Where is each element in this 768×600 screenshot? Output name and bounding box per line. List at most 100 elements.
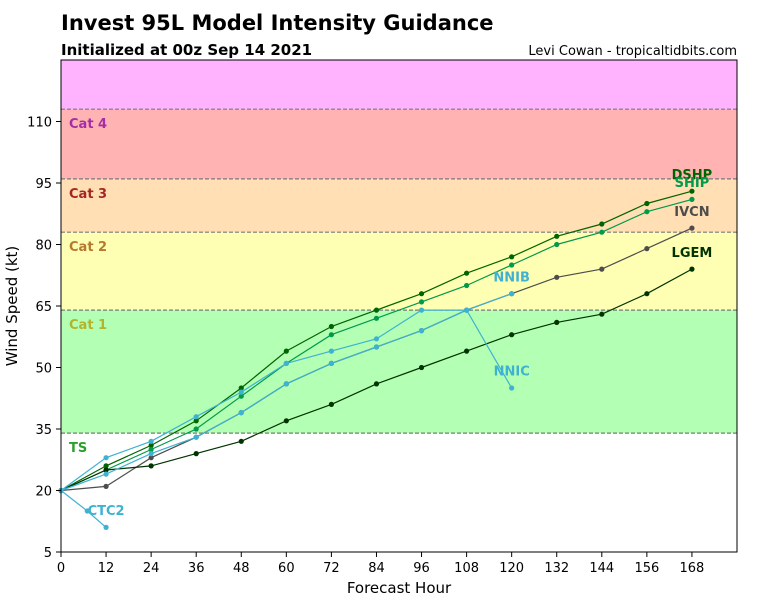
data-point-lgem	[418, 364, 425, 371]
data-point-lgem	[328, 401, 334, 407]
data-point-nnib	[238, 410, 244, 416]
data-point-ship	[599, 229, 605, 235]
data-point-nnic	[148, 438, 154, 444]
data-point-nnic	[373, 336, 380, 342]
data-point-ship	[148, 446, 154, 453]
series-label-ivcn: IVCN	[674, 205, 709, 220]
data-point-ivcn	[148, 455, 154, 461]
data-point-dshp	[238, 385, 244, 391]
data-point-dshp	[554, 233, 560, 239]
band-label: Cat 1	[69, 318, 107, 333]
data-point-lgem	[554, 319, 560, 325]
x-tick-label: 144	[589, 561, 614, 576]
data-point-ship	[644, 209, 650, 215]
data-point-nnib	[328, 360, 334, 366]
x-tick-label: 156	[634, 561, 659, 576]
x-tick-label: 60	[278, 561, 295, 576]
data-point-nnic	[283, 360, 289, 366]
band-label: Cat 3	[69, 187, 107, 202]
data-point-nnic	[238, 389, 244, 395]
data-point-dshp	[418, 291, 425, 297]
series-label-ship: SHIP	[675, 176, 710, 191]
data-point-lgem	[644, 291, 650, 297]
data-point-lgem	[193, 451, 199, 457]
data-point-nnib	[283, 381, 289, 387]
y-tick-label: 65	[35, 300, 52, 315]
data-point-nnib	[193, 434, 199, 440]
y-tick-label: 35	[35, 423, 52, 438]
data-point-ship	[193, 426, 199, 432]
data-point-ivcn	[103, 483, 109, 489]
data-point-lgem	[148, 463, 154, 469]
y-axis: 5 20 35 50 65 80 95 110	[27, 116, 61, 561]
band-cat-3	[61, 109, 737, 179]
data-point-nnic	[193, 414, 199, 420]
intensity-bands	[61, 60, 737, 434]
data-point-nnib	[148, 451, 154, 457]
data-point-ship	[509, 262, 515, 268]
data-point-dshp	[689, 188, 695, 194]
y-tick-label: 95	[35, 177, 52, 192]
data-point-ship	[328, 332, 334, 338]
data-point-lgem	[689, 266, 695, 272]
data-point-ivcn	[689, 225, 695, 231]
data-point-dshp	[148, 442, 154, 448]
data-point-nnic	[509, 385, 515, 391]
data-point-ivcn	[644, 246, 650, 252]
data-point-ivcn	[599, 266, 605, 272]
x-tick-label: 24	[143, 561, 160, 576]
chart-subtitle: Initialized at 00z Sep 14 2021	[61, 41, 312, 59]
band-label: TS	[69, 441, 87, 456]
chart-title: Invest 95L Model Intensity Guidance	[61, 11, 494, 35]
data-point-dshp	[103, 463, 109, 469]
data-point-nnic	[418, 307, 425, 313]
y-axis-label: Wind Speed (kt)	[3, 246, 21, 367]
band-cat-1	[61, 232, 737, 311]
band-label: Cat 4	[69, 117, 107, 132]
y-tick-label: 50	[35, 362, 52, 377]
x-tick-label: 120	[499, 561, 524, 576]
series-nnic	[58, 307, 515, 494]
series-label-dshp: DSHP	[672, 168, 713, 183]
x-tick-label: 0	[57, 561, 65, 576]
data-point-lgem	[103, 467, 109, 473]
series-dshp	[58, 188, 695, 494]
data-point-lgem	[599, 311, 605, 317]
band-cat-4	[61, 60, 737, 110]
series-nnib	[58, 291, 515, 494]
y-tick-label: 5	[44, 546, 52, 561]
data-point-dshp	[599, 221, 605, 227]
data-point-nnib	[103, 471, 109, 477]
series-label-nnib: NNIB	[493, 270, 530, 285]
data-point-lgem	[238, 438, 244, 444]
x-axis: 0 12 24 36 48 60 72 84 96 108 120 132 144 156 168	[57, 552, 704, 576]
data-point-ctc2	[84, 508, 90, 514]
x-tick-label: 72	[323, 561, 340, 576]
data-point-ivcn	[554, 274, 560, 280]
data-point-ship	[238, 393, 244, 399]
x-tick-label: 132	[544, 561, 569, 576]
data-point-dshp	[509, 254, 515, 260]
data-point-lgem	[464, 348, 470, 354]
data-point-lgem	[509, 332, 515, 338]
data-point-nnib	[373, 344, 380, 350]
data-point-ship	[418, 299, 425, 305]
x-axis-label: Forecast Hour	[347, 579, 452, 597]
x-tick-label: 48	[233, 561, 250, 576]
data-point-nnib	[509, 291, 515, 297]
data-point-ctc2	[103, 524, 109, 531]
data-point-ship	[554, 241, 560, 248]
data-point-dshp	[373, 307, 380, 313]
data-point-nnic	[103, 455, 109, 461]
x-tick-label: 84	[368, 561, 385, 576]
x-tick-label: 168	[680, 561, 705, 576]
series-label-ctc2: CTC2	[88, 504, 125, 519]
data-point-lgem	[283, 418, 289, 424]
x-tick-label: 12	[98, 561, 115, 576]
data-point-ship	[464, 282, 470, 289]
band-label: Cat 2	[69, 240, 107, 255]
data-point-ship	[373, 315, 380, 321]
x-tick-label: 96	[413, 561, 430, 576]
